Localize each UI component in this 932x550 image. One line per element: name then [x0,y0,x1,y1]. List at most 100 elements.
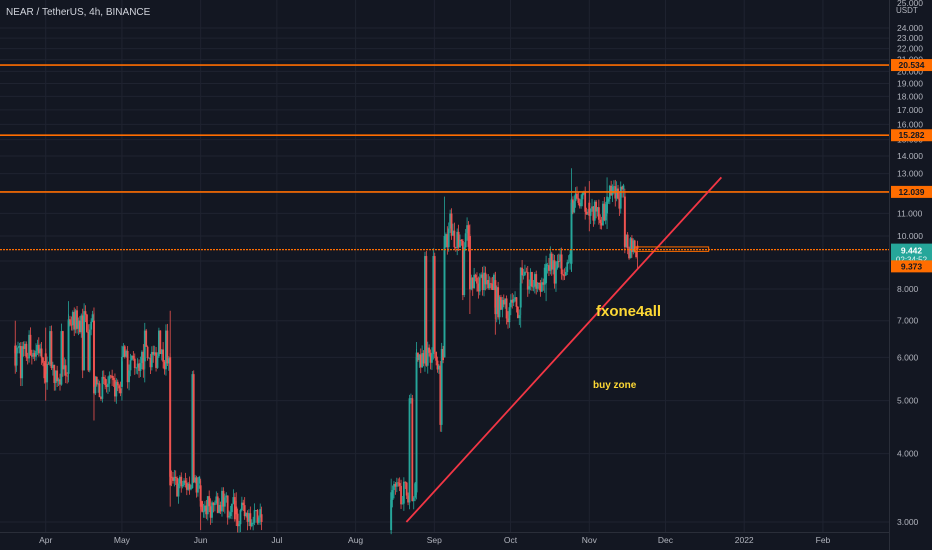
candle-body [621,186,624,190]
candle-body [198,476,201,484]
candle-body [567,261,570,263]
x-tick-label: 2022 [735,535,754,545]
candle-body [569,254,571,262]
candle-body [101,376,104,399]
price-tag-9373-text: 9.373 [901,261,923,271]
x-tick-label: Jul [271,535,282,545]
candle-body [395,482,398,487]
candle-body [21,346,24,379]
candle-body [102,376,105,379]
current-price-text: 9.442 [901,246,923,256]
candle-body [626,234,629,249]
x-tick-label: Dec [658,535,674,545]
candle-body [69,319,71,325]
candle-body [456,231,459,248]
candle-body [557,261,560,262]
candle-body [414,483,417,498]
candle-body [50,331,53,369]
candle-body [428,347,431,353]
candle-body [216,496,219,513]
candle-body [146,346,149,359]
candle-body [259,509,262,518]
candle-body [255,510,257,511]
candle-body [495,287,498,315]
candle-body [145,330,148,347]
candle-body [257,517,260,523]
candle-body [632,240,635,253]
fxone4all-annotation: fxone4all [596,303,661,320]
candle-body [173,476,176,481]
countdown-text: 02:34:52 [896,256,928,265]
y-tick-label: 10.000 [897,231,923,241]
candle-body [435,351,438,361]
candle-body [618,198,621,209]
candle-body [209,506,212,518]
candle-body [425,256,428,366]
candle-body [219,505,222,512]
candle-body [536,282,539,289]
candle-body [500,297,502,310]
candle-body [522,274,525,276]
candle-body [570,202,573,264]
candle-body [438,365,440,370]
candle-body [577,198,580,203]
candle-body [28,334,30,359]
candle-body [190,488,192,490]
candle-body [581,193,584,200]
candle-body [73,312,76,330]
y-tick-label: 17.000 [897,105,923,115]
candle-body [64,365,67,376]
candle-body [443,235,446,358]
trend-line[interactable] [405,176,723,523]
y-tick-label: 14.000 [897,151,923,161]
candle-body [610,185,613,196]
buy-zone-box[interactable] [634,246,710,252]
candle-body [150,351,153,368]
candle-body [412,497,415,502]
price-tag-12039-bg [891,185,932,198]
candle-body [471,277,474,289]
candle-body [401,503,404,505]
candle-body [192,374,195,483]
candle-body [187,483,190,490]
candle-body [481,274,484,291]
candle-body [54,370,57,383]
candle-body [498,297,501,318]
candle-body [66,375,69,377]
price-tag-15282-text: 15.282 [899,130,925,140]
candle-body [260,514,263,522]
candle-body [429,352,432,363]
candle-body [494,280,497,308]
candle-body [473,274,476,289]
candle-body [628,248,630,259]
candle-body [599,219,602,224]
candle-body [588,202,591,214]
candle-body [573,201,576,213]
candle-body [126,350,129,383]
candle-body [466,225,468,234]
candle-body [410,398,412,400]
candle-body [47,363,50,365]
candle-body [407,495,409,503]
candle-body [112,377,115,381]
candle-body [233,497,236,520]
candle-body [397,482,400,484]
candle-body [77,320,80,329]
candle-body [129,360,132,371]
candle-body [245,512,247,517]
candle-body [71,312,74,326]
candle-body [516,306,519,319]
candle-body [580,199,582,207]
candle-body [152,351,155,355]
candle-body [611,186,614,196]
candle-body [163,361,166,370]
candle-body [519,283,522,308]
candle-body [33,353,36,357]
candle-body [246,512,249,522]
candle-body [42,357,44,363]
candle-body [474,274,477,278]
candle-body [212,502,215,506]
x-tick-label: Oct [504,535,518,545]
